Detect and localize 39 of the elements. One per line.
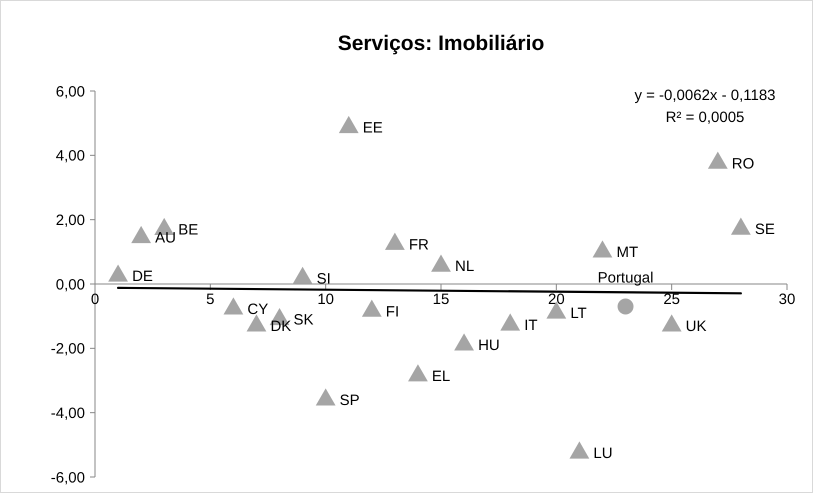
- annotation: CY: [247, 301, 268, 318]
- y-tick-label: 4,00: [56, 148, 85, 165]
- annotation: SE: [754, 221, 775, 238]
- y-tick-label: 2,00: [56, 212, 85, 229]
- annotation: SK: [294, 312, 314, 329]
- y-tick-label: -4,00: [50, 404, 85, 422]
- annotation: DE: [132, 268, 153, 286]
- annotation: LT: [570, 305, 587, 322]
- x-tick-label: 10: [317, 291, 334, 308]
- annotation: BE: [178, 222, 198, 239]
- annotation: UK: [686, 318, 707, 336]
- x-tick-label: 20: [548, 291, 565, 308]
- annotation: NL: [455, 258, 474, 276]
- x-tick-label: 25: [663, 291, 680, 308]
- annotation: HU: [478, 337, 500, 354]
- y-tick-label: 0,00: [56, 276, 85, 294]
- x-tick-label: 5: [206, 291, 215, 308]
- y-tick-label: -2,00: [50, 340, 85, 358]
- annotation: DK: [270, 318, 292, 336]
- annotation: SP: [340, 392, 360, 410]
- x-tick-label: 0: [90, 291, 100, 308]
- annotation: LU: [593, 445, 613, 462]
- annotation: AU: [155, 230, 176, 247]
- annotation: Portugal: [598, 270, 654, 287]
- y-tick-label: -6,00: [50, 469, 85, 486]
- x-tick-label: 15: [432, 291, 450, 308]
- annotation: FR: [408, 236, 430, 254]
- chart-title: Serviços: Imobiliário: [338, 32, 544, 55]
- x-tick-label: 30: [778, 291, 796, 308]
- annotation: EL: [432, 368, 450, 385]
- annotation: MT: [616, 244, 638, 262]
- annotation: EE: [362, 120, 383, 137]
- annotation: RO: [732, 155, 754, 172]
- annotation: IT: [524, 317, 538, 334]
- y-tick-label: 6,00: [56, 83, 85, 100]
- annotation: y = -0,0062x - 0,1183: [634, 87, 776, 104]
- annotation: SI: [316, 270, 331, 288]
- annotation: FI: [386, 303, 400, 320]
- annotation: R² = 0,0005: [666, 109, 744, 126]
